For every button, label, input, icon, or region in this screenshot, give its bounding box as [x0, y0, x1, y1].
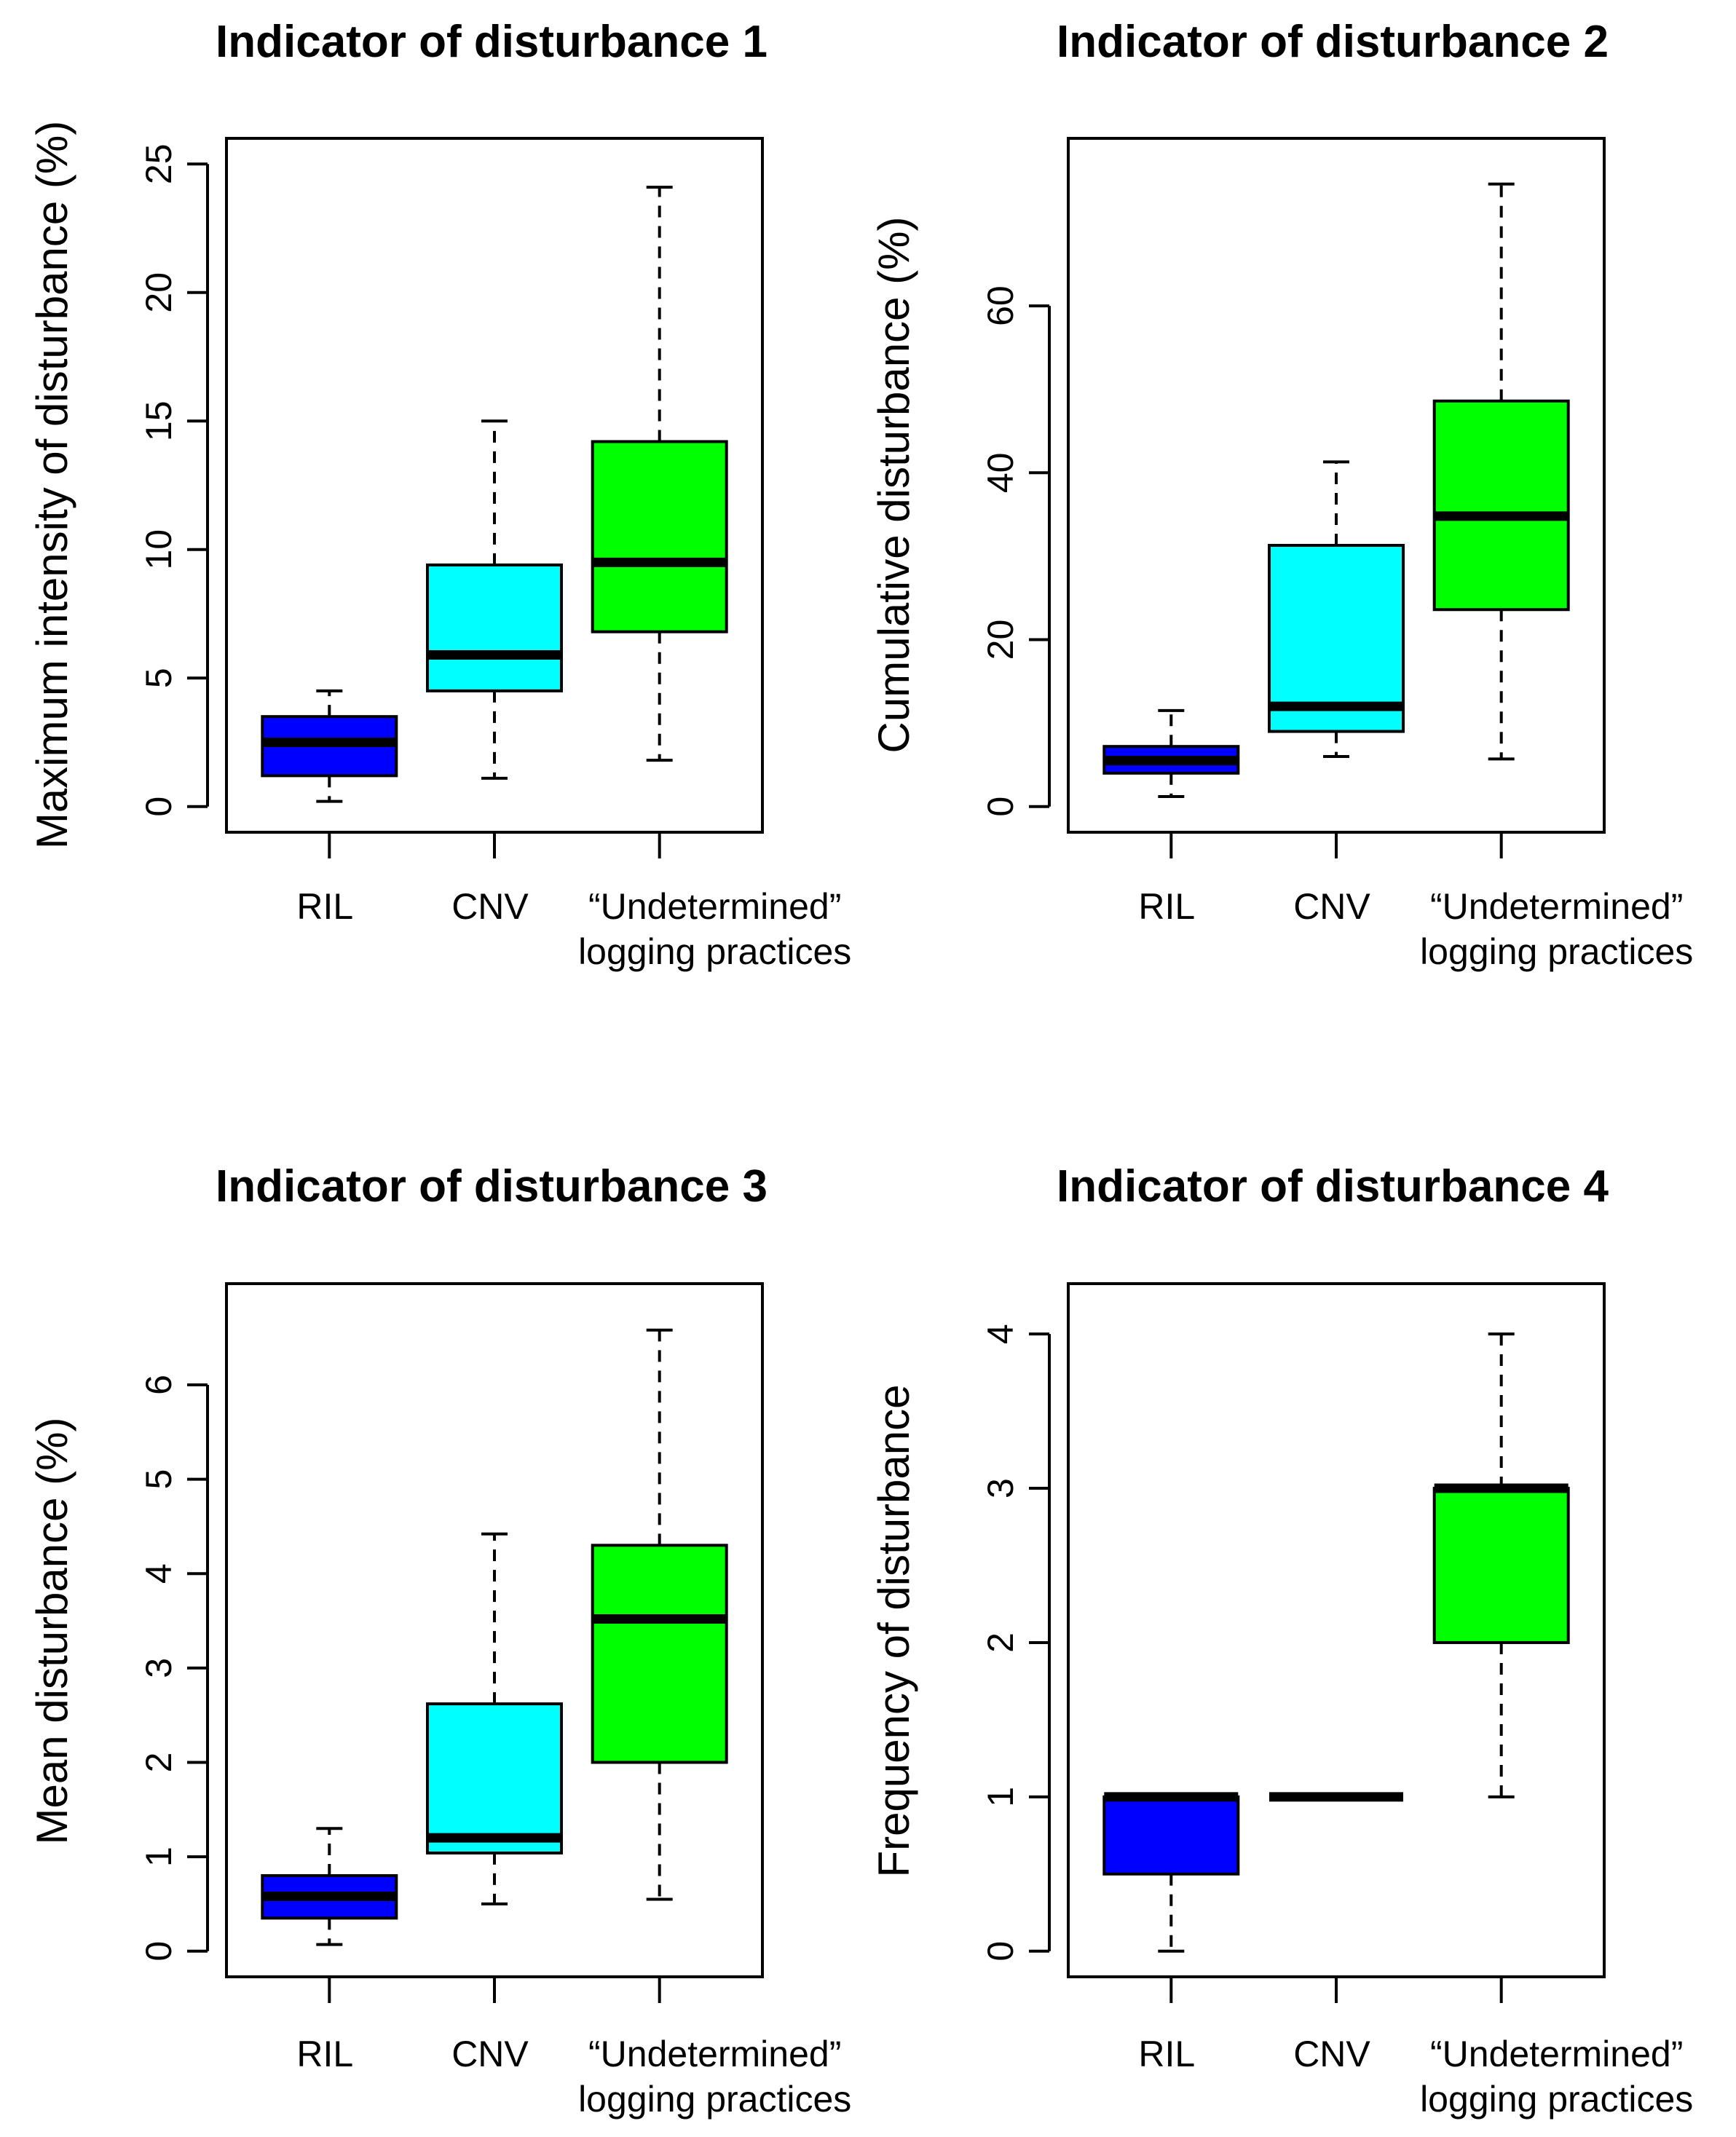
- box-body: [591, 1544, 728, 1764]
- y-axis-label: Maximum intensity of disturbance (%): [28, 121, 76, 849]
- box-body: [426, 1702, 563, 1854]
- x-category-label: CNV: [451, 2034, 529, 2074]
- panel-title: Indicator of disturbance 1: [216, 17, 768, 67]
- y-tick-label: 10: [138, 529, 179, 570]
- x-category-label: CNV: [1293, 886, 1370, 927]
- box-body: [1268, 544, 1405, 733]
- y-tick-label: 20: [980, 620, 1021, 660]
- box-2: [426, 1532, 563, 1905]
- box-1: [1102, 1792, 1240, 1953]
- x-category-label: “Undetermined”: [588, 886, 841, 927]
- x-category-label: RIL: [296, 2034, 353, 2074]
- y-tick-label: 4: [980, 1324, 1021, 1344]
- y-tick-label: 2: [980, 1632, 1021, 1653]
- y-tick-label: 2: [138, 1753, 179, 1773]
- x-category-label: RIL: [1138, 2034, 1195, 2074]
- x-category-label: CNV: [451, 886, 529, 927]
- y-tick-label: 60: [980, 285, 1021, 326]
- y-tick-label: 0: [138, 1941, 179, 1962]
- y-tick-label: 1: [138, 1846, 179, 1867]
- x-category-label: “Undetermined”: [1430, 2034, 1683, 2074]
- box-body: [591, 440, 728, 633]
- y-tick-label: 20: [138, 272, 179, 313]
- y-tick-label: 15: [138, 400, 179, 441]
- y-tick-label: 5: [138, 668, 179, 688]
- box-1: [261, 1827, 398, 1946]
- y-tick-label: 1: [980, 1787, 1021, 1807]
- x-category-label: logging practices: [578, 931, 851, 972]
- y-axis-label: Cumulative disturbance (%): [869, 217, 918, 754]
- panel-title: Indicator of disturbance 4: [1057, 1161, 1609, 1212]
- box-body: [1432, 1487, 1570, 1644]
- x-category-label: logging practices: [578, 2079, 851, 2120]
- panel-2: Indicator of disturbance 2 Cumulative dis…: [869, 17, 1693, 972]
- panel-4: Indicator of disturbance 4 Frequency of d…: [869, 1161, 1693, 2120]
- x-category-label: logging practices: [1420, 2079, 1693, 2120]
- box-3: [1432, 182, 1570, 761]
- y-tick-label: 3: [980, 1478, 1021, 1498]
- y-tick-label: 3: [138, 1658, 179, 1678]
- y-tick-label: 4: [138, 1563, 179, 1584]
- box-2: [1268, 460, 1405, 758]
- box-2: [426, 419, 563, 780]
- x-category-label: “Undetermined”: [588, 2034, 841, 2074]
- y-axis-label: Mean disturbance (%): [28, 1418, 76, 1845]
- y-tick-label: 0: [980, 797, 1021, 817]
- box-1: [1102, 708, 1240, 798]
- y-tick-label: 0: [138, 797, 179, 817]
- y-tick-label: 40: [980, 452, 1021, 493]
- panel-title: Indicator of disturbance 2: [1057, 17, 1609, 67]
- box-3: [591, 1328, 728, 1901]
- box-3: [591, 186, 728, 762]
- box-3: [1432, 1332, 1570, 1798]
- y-tick-label: 6: [138, 1375, 179, 1395]
- panel-1: Indicator of disturbance 1 Maximum intens…: [28, 17, 851, 972]
- panel-3: Indicator of disturbance 3 Mean disturban…: [28, 1161, 851, 2120]
- panel-title: Indicator of disturbance 3: [216, 1161, 768, 1212]
- box-body: [1102, 1795, 1240, 1876]
- x-category-label: RIL: [296, 886, 353, 927]
- box-1: [261, 689, 398, 803]
- x-category-label: logging practices: [1420, 931, 1693, 972]
- y-tick-label: 25: [138, 143, 179, 184]
- x-category-label: RIL: [1138, 886, 1195, 927]
- box-body: [426, 563, 563, 692]
- y-axis-label: Frequency of disturbance: [869, 1384, 918, 1877]
- box-body: [1432, 399, 1570, 612]
- y-tick-label: 0: [980, 1941, 1021, 1962]
- y-tick-label: 5: [138, 1469, 179, 1490]
- x-category-label: CNV: [1293, 2034, 1370, 2074]
- x-category-label: “Undetermined”: [1430, 886, 1683, 927]
